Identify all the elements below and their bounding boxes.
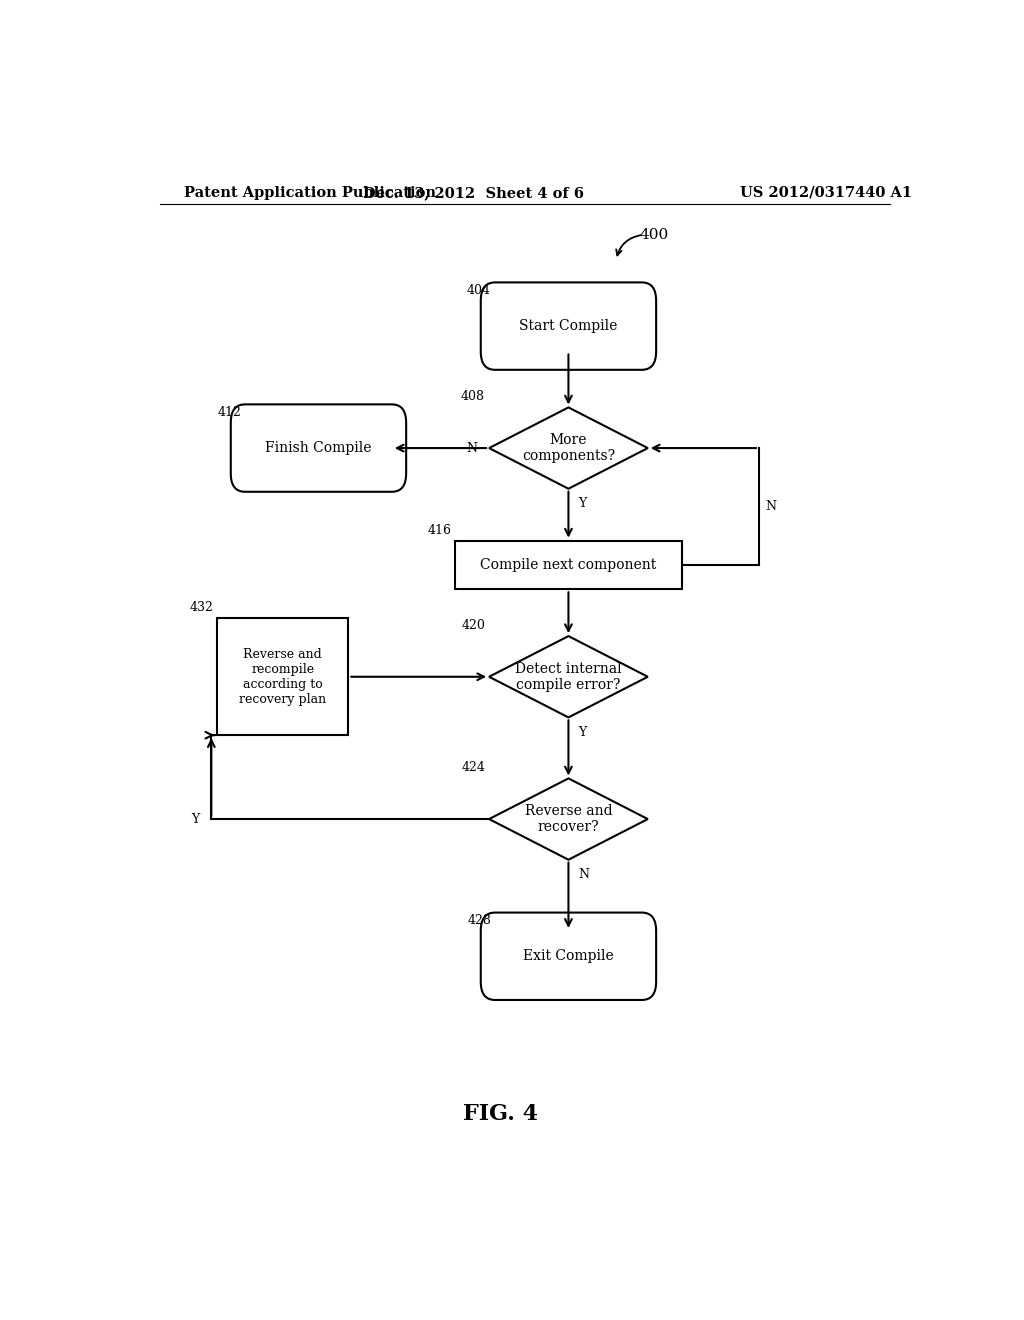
Bar bbox=[456, 541, 682, 589]
Text: Y: Y bbox=[578, 496, 586, 510]
Text: Detect internal
compile error?: Detect internal compile error? bbox=[515, 661, 622, 692]
Text: 412: 412 bbox=[217, 405, 241, 418]
Text: 428: 428 bbox=[467, 913, 492, 927]
Polygon shape bbox=[489, 779, 648, 859]
Text: US 2012/0317440 A1: US 2012/0317440 A1 bbox=[740, 186, 912, 199]
Bar bbox=[217, 618, 348, 735]
Text: Compile next component: Compile next component bbox=[480, 558, 656, 572]
Text: Finish Compile: Finish Compile bbox=[265, 441, 372, 455]
FancyBboxPatch shape bbox=[480, 282, 656, 370]
Text: Patent Application Publication: Patent Application Publication bbox=[183, 186, 435, 199]
Text: Y: Y bbox=[191, 813, 200, 825]
Text: Exit Compile: Exit Compile bbox=[523, 949, 613, 964]
Text: Y: Y bbox=[578, 726, 586, 739]
Text: 432: 432 bbox=[189, 601, 213, 614]
Text: N: N bbox=[578, 867, 589, 880]
Text: N: N bbox=[765, 500, 776, 513]
Polygon shape bbox=[489, 636, 648, 718]
Text: N: N bbox=[466, 442, 477, 454]
Text: 420: 420 bbox=[461, 619, 485, 632]
Text: FIG. 4: FIG. 4 bbox=[464, 1102, 539, 1125]
Text: 400: 400 bbox=[640, 227, 669, 242]
Text: Reverse and
recover?: Reverse and recover? bbox=[524, 804, 612, 834]
Text: 416: 416 bbox=[427, 524, 452, 536]
Polygon shape bbox=[489, 408, 648, 488]
Text: Dec. 13, 2012  Sheet 4 of 6: Dec. 13, 2012 Sheet 4 of 6 bbox=[362, 186, 584, 199]
FancyBboxPatch shape bbox=[230, 404, 407, 492]
Text: 404: 404 bbox=[467, 284, 492, 297]
Text: Reverse and
recompile
according to
recovery plan: Reverse and recompile according to recov… bbox=[240, 648, 327, 706]
Text: 408: 408 bbox=[461, 391, 485, 404]
Text: Start Compile: Start Compile bbox=[519, 319, 617, 333]
Text: 424: 424 bbox=[461, 762, 485, 775]
Text: More
components?: More components? bbox=[522, 433, 615, 463]
FancyBboxPatch shape bbox=[480, 912, 656, 1001]
